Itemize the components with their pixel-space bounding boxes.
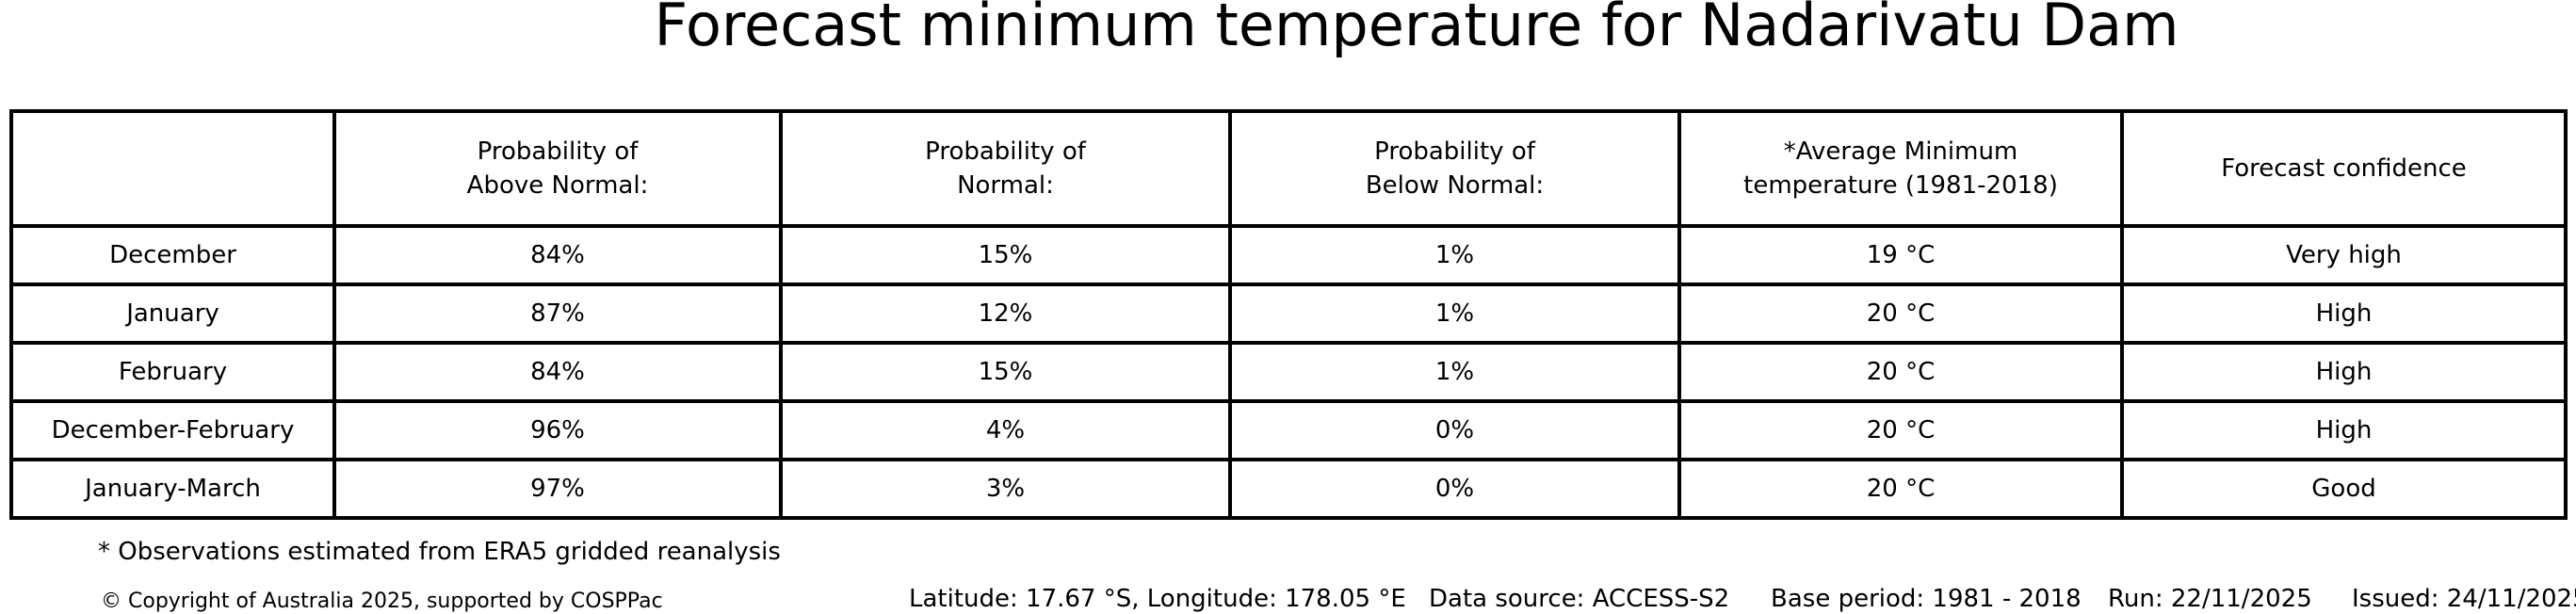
cell-forecast-confidence: Good: [2120, 458, 2568, 520]
cell-forecast-confidence: High: [2120, 399, 2568, 461]
cell-above-normal: 84%: [332, 341, 783, 403]
col-header-average-minimum: *Average Minimum temperature (1981-2018): [1677, 109, 2124, 228]
cell-below-normal: 0%: [1228, 458, 1681, 520]
table-row-january: January 87% 12% 1% 20 °C High: [9, 283, 2568, 345]
page-title: Forecast minimum temperature for Nadariv…: [654, 0, 2179, 59]
data-source-text: Data source: ACCESS-S2: [1429, 585, 1730, 613]
table-row-december: December 84% 15% 1% 19 °C Very high: [9, 224, 2568, 286]
cell-normal: 12%: [779, 283, 1232, 345]
cell-above-normal: 84%: [332, 224, 783, 286]
observations-footnote: * Observations estimated from ERA5 gridd…: [98, 538, 781, 566]
cell-below-normal: 1%: [1228, 224, 1681, 286]
cell-forecast-confidence: Very high: [2120, 224, 2568, 286]
cell-normal: 4%: [779, 399, 1232, 461]
base-period-text: Base period: 1981 - 2018: [1771, 585, 2082, 613]
cell-normal: 15%: [779, 224, 1232, 286]
cell-below-normal: 0%: [1228, 399, 1681, 461]
cell-average-minimum: 20 °C: [1677, 283, 2124, 345]
cell-average-minimum: 20 °C: [1677, 341, 2124, 403]
header-row: Probability of Above Normal: Probability…: [9, 109, 2568, 228]
run-date-text: Run: 22/11/2025: [2108, 585, 2312, 613]
cell-forecast-confidence: High: [2120, 341, 2568, 403]
table-row-december-february: December-February 96% 4% 0% 20 °C High: [9, 399, 2568, 461]
col-header-normal: Probability of Normal:: [779, 109, 1232, 228]
cell-below-normal: 1%: [1228, 341, 1681, 403]
cell-below-normal: 1%: [1228, 283, 1681, 345]
cell-average-minimum: 20 °C: [1677, 458, 2124, 520]
row-label: February: [9, 341, 336, 403]
col-header-forecast-confidence: Forecast confidence: [2120, 109, 2568, 228]
cell-above-normal: 87%: [332, 283, 783, 345]
table-row-january-march: January-March 97% 3% 0% 20 °C Good: [9, 458, 2568, 520]
row-label: December: [9, 224, 336, 286]
cell-normal: 3%: [779, 458, 1232, 520]
corner-spacer-cell: [9, 109, 336, 228]
cell-average-minimum: 20 °C: [1677, 399, 2124, 461]
forecast-table: Probability of Above Normal: Probability…: [9, 109, 2568, 520]
location-text: Latitude: 17.67 °S, Longitude: 178.05 °E: [909, 585, 1406, 613]
cell-normal: 15%: [779, 341, 1232, 403]
cell-average-minimum: 19 °C: [1677, 224, 2124, 286]
row-label: January: [9, 283, 336, 345]
issued-date-text: Issued: 24/11/2025: [2352, 585, 2576, 613]
table-row-february: February 84% 15% 1% 20 °C High: [9, 341, 2568, 403]
col-header-below-normal: Probability of Below Normal:: [1228, 109, 1681, 228]
col-header-above-normal: Probability of Above Normal:: [332, 109, 783, 228]
row-label: December-February: [9, 399, 336, 461]
row-label: January-March: [9, 458, 336, 520]
cell-forecast-confidence: High: [2120, 283, 2568, 345]
cell-above-normal: 97%: [332, 458, 783, 520]
copyright-text: © Copyright of Australia 2025, supported…: [101, 590, 663, 613]
cell-above-normal: 96%: [332, 399, 783, 461]
